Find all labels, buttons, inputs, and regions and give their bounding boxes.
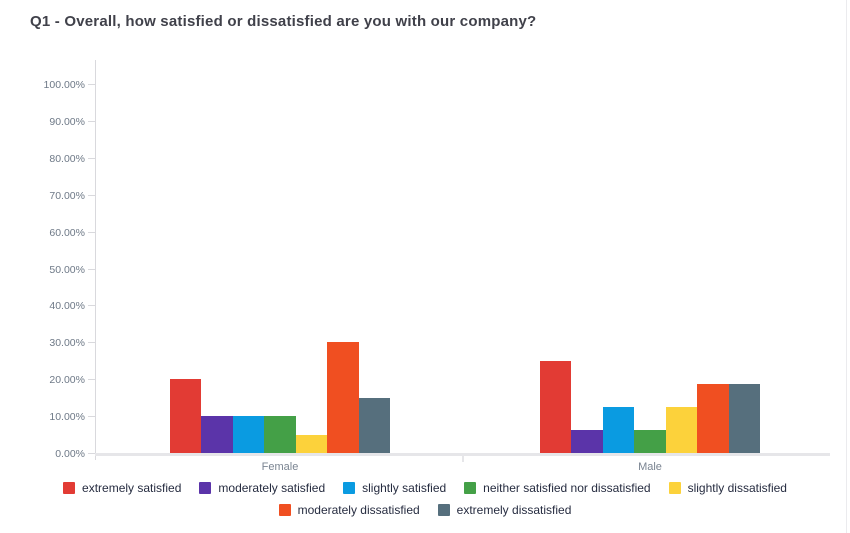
bar-male-extremely-dissatisfied[interactable] [728, 383, 761, 453]
legend-item-slightly-satisfied: slightly satisfied [343, 481, 446, 495]
legend-swatch-icon [278, 504, 291, 516]
legend-item-moderately-dissatisfied: moderately dissatisfied [278, 503, 420, 517]
legend-label: extremely dissatisfied [456, 503, 572, 517]
bar-female-neither-satisfied-nor-dissatisfied[interactable] [264, 416, 296, 453]
legend-item-slightly-dissatisfied: slightly dissatisfied [668, 481, 787, 495]
legend-swatch-icon [437, 504, 450, 516]
bar-female-extremely-satisfied[interactable] [169, 379, 202, 453]
y-axis-tick [88, 416, 95, 418]
bar-male-slightly-satisfied[interactable] [602, 406, 635, 453]
y-tick-label: 90.00% [49, 115, 85, 128]
bar-female-moderately-dissatisfied[interactable] [327, 342, 359, 453]
legend-swatch-icon [668, 482, 681, 494]
y-axis-tick [88, 157, 95, 159]
legend-item-extremely-satisfied: extremely satisfied [63, 481, 181, 495]
bar-male-extremely-satisfied[interactable] [539, 360, 572, 453]
y-tick-label: 10.00% [49, 411, 85, 424]
legend-row: moderately dissatisfied extremely dissati… [278, 499, 572, 521]
panel-right-border [846, 0, 847, 533]
y-tick-label: 20.00% [49, 374, 85, 387]
y-axis-tick [88, 453, 95, 454]
y-tick-label: 0.00% [55, 448, 85, 460]
legend-label: moderately dissatisfied [297, 503, 420, 517]
bar-female-slightly-satisfied[interactable] [232, 416, 265, 453]
legend-swatch-icon [343, 482, 356, 494]
legend-swatch-icon [464, 482, 477, 494]
question-title: Q1 - Overall, how satisfied or dissatisf… [30, 13, 537, 30]
bar-female-moderately-satisfied[interactable] [201, 416, 233, 453]
legend-swatch-icon [63, 482, 76, 494]
y-axis-tick [88, 84, 95, 85]
bar-female-slightly-dissatisfied[interactable] [295, 434, 328, 453]
y-axis-tick [88, 120, 95, 122]
y-axis-tick [88, 379, 95, 381]
legend-label: slightly satisfied [362, 481, 447, 495]
legend-label: extremely satisfied [82, 481, 182, 495]
bar-male-moderately-satisfied[interactable] [571, 429, 603, 453]
legend-item-moderately-satisfied: moderately satisfied [199, 481, 325, 495]
y-axis-tick [88, 194, 95, 196]
category-divider-tick [461, 453, 464, 462]
legend-item-extremely-dissatisfied: extremely dissatisfied [437, 503, 572, 517]
legend-label: slightly dissatisfied [687, 481, 787, 495]
y-tick-label: 40.00% [49, 300, 85, 313]
y-tick-label: 100.00% [43, 79, 85, 91]
legend-label: neither satisfied nor dissatisfied [483, 481, 651, 495]
bar-male-slightly-dissatisfied[interactable] [665, 406, 698, 453]
bar-male-moderately-dissatisfied[interactable] [697, 383, 729, 453]
y-axis-tick [88, 342, 95, 344]
x-category-label-female: Female [261, 461, 299, 473]
y-axis-line [95, 60, 96, 460]
y-tick-label: 80.00% [49, 152, 85, 165]
y-tick-label: 50.00% [49, 263, 85, 276]
y-tick-label: 70.00% [49, 189, 85, 202]
legend-item-neither-satisfied-nor-dissatisfied: neither satisfied nor dissatisfied [464, 481, 651, 495]
bar-female-extremely-dissatisfied[interactable] [358, 397, 391, 453]
y-axis-tick [88, 231, 95, 233]
y-axis-tick [88, 268, 95, 270]
y-axis-tick [88, 305, 95, 307]
legend-row: extremely satisfied moderately satisfied s… [63, 477, 787, 499]
x-category-label-male: Male [638, 461, 662, 473]
y-tick-label: 30.00% [49, 337, 85, 350]
chart-legend: extremely satisfied moderately satisfied s… [0, 477, 850, 521]
y-tick-label: 60.00% [49, 226, 85, 239]
bar-male-neither-satisfied-nor-dissatisfied[interactable] [634, 429, 666, 453]
legend-swatch-icon [199, 482, 212, 494]
legend-label: moderately satisfied [218, 481, 326, 495]
